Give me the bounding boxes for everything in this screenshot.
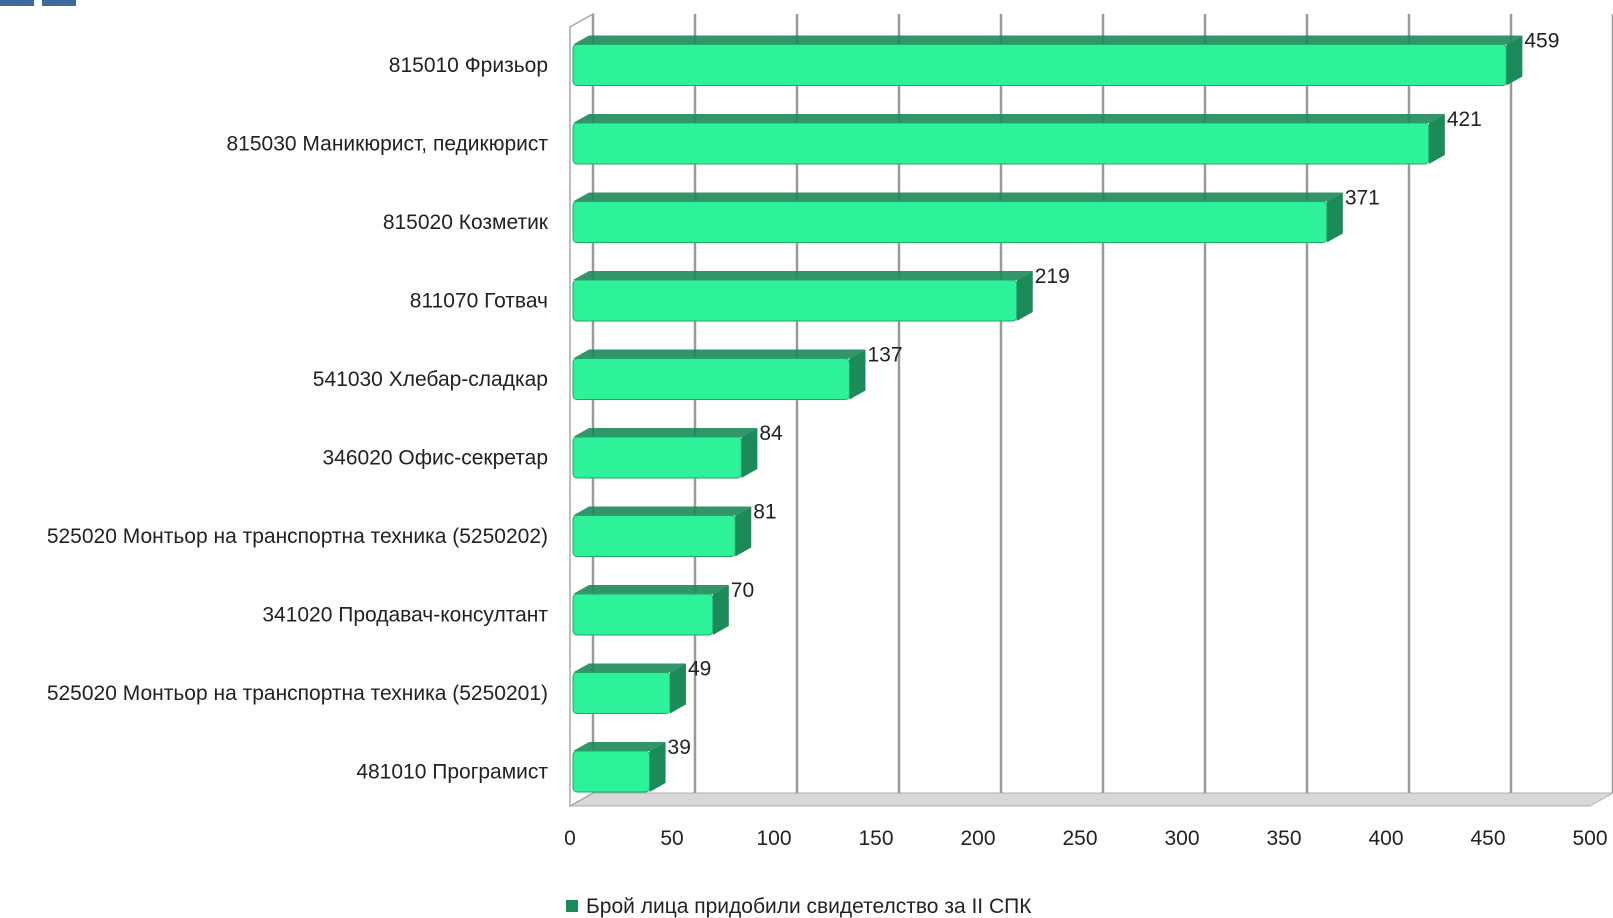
bar-end-face bbox=[735, 506, 752, 557]
bar-top-face bbox=[573, 114, 1445, 123]
bar bbox=[572, 436, 742, 479]
legend-label: Брой лица придобили свидетелство за II С… bbox=[586, 895, 1032, 918]
bar-end-face bbox=[669, 663, 686, 714]
bar-top-face bbox=[573, 349, 866, 359]
x-tick-label: 400 bbox=[1368, 827, 1403, 850]
category-label: 815010 Фризьор bbox=[389, 54, 548, 77]
bar bbox=[572, 201, 1328, 243]
bar bbox=[572, 122, 1430, 165]
category-label: 815030 Маникюрист, педикюрист bbox=[227, 133, 549, 156]
bars-layer bbox=[572, 35, 1523, 793]
value-label: 84 bbox=[759, 422, 783, 445]
category-label: 815020 Козметик bbox=[383, 211, 549, 234]
legend-marker bbox=[566, 900, 578, 912]
value-label: 219 bbox=[1035, 265, 1070, 288]
x-tick-label: 50 bbox=[660, 827, 683, 850]
bar-end-face bbox=[1016, 271, 1033, 321]
bar bbox=[572, 279, 1018, 322]
x-tick-label: 500 bbox=[1572, 827, 1607, 850]
bar-top-face bbox=[573, 192, 1343, 202]
value-label: 421 bbox=[1447, 108, 1482, 131]
category-label: 811070 Готвач bbox=[410, 290, 548, 313]
bar-end-face bbox=[1326, 192, 1343, 243]
legend: Брой лица придобили свидетелство за II С… bbox=[566, 895, 1032, 918]
bar-top-face bbox=[573, 428, 758, 437]
bar-top-face bbox=[573, 35, 1523, 45]
bar bbox=[572, 750, 651, 793]
labels-layer: 0 50 100 150 200 250 300 350 400 450 500 815010 Фри… bbox=[47, 30, 1608, 851]
x-tick-label: 0 bbox=[564, 827, 576, 850]
x-tick-label: 300 bbox=[1164, 827, 1199, 850]
bar-end-face bbox=[1428, 114, 1445, 164]
category-label: 341020 Продавач-консултант bbox=[262, 604, 548, 627]
bar-top-face bbox=[573, 742, 666, 751]
bar-top-face bbox=[573, 663, 686, 673]
x-tick-label: 450 bbox=[1470, 827, 1505, 850]
category-label: 346020 Офис-секретар bbox=[322, 447, 548, 470]
value-label: 70 bbox=[731, 579, 754, 602]
category-label: 481010 Програмист bbox=[356, 761, 548, 784]
bar bbox=[572, 593, 714, 636]
value-label: 137 bbox=[867, 344, 902, 367]
category-label: 541030 Хлебар-сладкар bbox=[313, 368, 548, 391]
bar bbox=[572, 515, 736, 557]
bar-end-face bbox=[849, 349, 866, 400]
bar-top-face bbox=[573, 271, 1033, 280]
bar-end-face bbox=[741, 428, 758, 478]
value-label: 459 bbox=[1524, 30, 1559, 53]
bar-end-face bbox=[712, 585, 729, 635]
chart-floor bbox=[568, 792, 1613, 807]
bar bbox=[572, 358, 850, 400]
value-label: 39 bbox=[668, 736, 691, 759]
x-tick-label: 350 bbox=[1266, 827, 1301, 850]
bar bbox=[572, 672, 671, 714]
value-label: 371 bbox=[1345, 187, 1380, 210]
bar bbox=[572, 44, 1507, 86]
corner-tab-left bbox=[0, 0, 34, 6]
x-tick-label: 250 bbox=[1062, 827, 1097, 850]
corner-tab-right bbox=[42, 0, 76, 6]
x-tick-label: 150 bbox=[858, 827, 893, 850]
value-label: 49 bbox=[688, 658, 711, 681]
value-label: 81 bbox=[753, 501, 776, 524]
x-tick-label: 100 bbox=[756, 827, 791, 850]
category-label: 525020 Монтьор на транспортна техника (5… bbox=[47, 682, 548, 705]
bar-end-face bbox=[649, 742, 666, 792]
bar-top-face bbox=[573, 506, 752, 516]
category-label: 525020 Монтьор на транспортна техника (5… bbox=[47, 525, 548, 548]
x-tick-label: 200 bbox=[960, 827, 995, 850]
bar-end-face bbox=[1506, 35, 1523, 86]
bar-top-face bbox=[573, 585, 729, 594]
